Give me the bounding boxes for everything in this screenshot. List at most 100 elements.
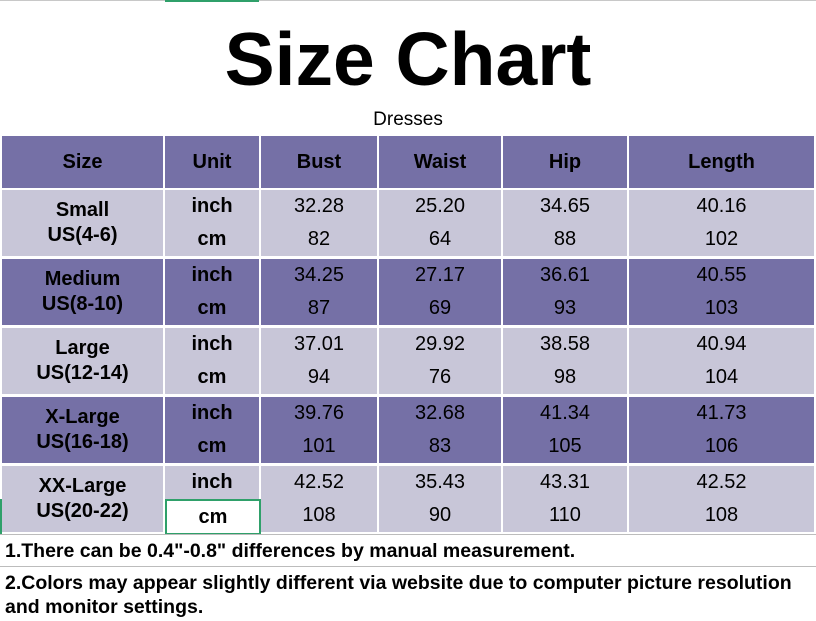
- selection-accent: [165, 0, 259, 2]
- cm-value: 110: [549, 504, 581, 526]
- note-2-continued: and monitor settings.: [5, 596, 204, 618]
- inch-value: 40.55: [696, 264, 747, 286]
- cm-value: 87: [307, 297, 331, 319]
- inch-value: 29.92: [414, 333, 466, 355]
- size-name: XX-Large: [38, 475, 127, 497]
- value-cell-hip: 38.58 98: [503, 328, 627, 394]
- inch-value: 27.17: [414, 264, 466, 286]
- header-length: Length: [629, 136, 814, 188]
- inch-value: 43.31: [539, 471, 591, 493]
- value-cell-hip: 41.34 105: [503, 397, 627, 463]
- inch-value: 40.94: [696, 333, 747, 355]
- value-cell-waist: 29.92 76: [379, 328, 501, 394]
- cm-value: 93: [553, 297, 577, 319]
- size-name: X-Large: [45, 406, 120, 428]
- selected-cell-cm[interactable]: cm: [165, 499, 261, 535]
- size-cell: Small US(4-6): [2, 190, 163, 256]
- note-2: 2.Colors may appear slightly different v…: [5, 572, 792, 594]
- cm-value: 90: [428, 504, 452, 526]
- value-cell-bust: 32.28 82: [261, 190, 377, 256]
- value-cell-bust: 34.25 87: [261, 259, 377, 325]
- value-cell-bust: 39.76 101: [261, 397, 377, 463]
- unit-cell: inch cm: [165, 397, 259, 463]
- cm-value: 105: [548, 435, 582, 457]
- unit-cell: inch cm: [165, 190, 259, 256]
- cm-value: 76: [428, 366, 452, 388]
- value-cell-hip: 34.65 88: [503, 190, 627, 256]
- header-waist: Waist: [379, 136, 501, 188]
- cm-value: 103: [704, 297, 739, 319]
- value-cell-waist: 25.20 64: [379, 190, 501, 256]
- size-us: US(12-14): [36, 362, 129, 384]
- size-us: US(8-10): [41, 293, 124, 315]
- value-cell-waist: 32.68 83: [379, 397, 501, 463]
- cm-value: 104: [704, 366, 739, 388]
- header-hip: Hip: [503, 136, 627, 188]
- note-1: 1.There can be 0.4"-0.8" differences by …: [5, 540, 576, 562]
- size-name: Large: [55, 337, 110, 359]
- cm-value: 94: [307, 366, 331, 388]
- inch-value: 25.20: [414, 195, 466, 217]
- value-cell-waist: 27.17 69: [379, 259, 501, 325]
- inch-value: 41.73: [696, 402, 747, 424]
- unit-cell: inch cm: [165, 466, 261, 535]
- value-cell-waist: 35.43 90: [379, 466, 501, 532]
- value-cell-length: 40.94 104: [629, 328, 814, 394]
- inch-value: 39.76: [293, 402, 345, 424]
- value-cell-length: 41.73 106: [629, 397, 814, 463]
- size-us: US(16-18): [36, 431, 129, 453]
- value-cell-hip: 43.31 110: [503, 466, 627, 532]
- top-border: [0, 0, 816, 1]
- inch-value: 40.16: [696, 195, 747, 217]
- cm-value: 69: [428, 297, 452, 319]
- header-bust: Bust: [261, 136, 377, 188]
- unit-cm: cm: [197, 297, 227, 319]
- cm-value: 88: [553, 228, 577, 250]
- unit-inch: inch: [191, 333, 233, 355]
- size-name: Small: [55, 199, 110, 221]
- size-name: Medium: [44, 268, 121, 290]
- header-size: Size: [2, 136, 163, 188]
- header-unit: Unit: [165, 136, 259, 188]
- page-title: Size Chart: [224, 17, 592, 101]
- inch-value: 34.25: [293, 264, 345, 286]
- value-cell-length: 42.52 108: [629, 466, 814, 532]
- divider: [0, 534, 816, 535]
- unit-cm: cm: [197, 435, 227, 457]
- inch-value: 32.28: [293, 195, 345, 217]
- value-cell-length: 40.16 102: [629, 190, 814, 256]
- cm-value: 64: [428, 228, 452, 250]
- cm-value: 108: [704, 504, 739, 526]
- inch-value: 42.52: [696, 471, 747, 493]
- value-cell-bust: 37.01 94: [261, 328, 377, 394]
- value-cell-bust: 42.52 108: [261, 466, 377, 532]
- unit-cm: cm: [197, 228, 227, 250]
- cm-value: 83: [428, 435, 452, 457]
- page-subtitle: Dresses: [373, 109, 443, 130]
- unit-inch: inch: [191, 471, 233, 493]
- value-cell-length: 40.55 103: [629, 259, 814, 325]
- inch-value: 37.01: [293, 333, 345, 355]
- unit-inch: inch: [191, 402, 233, 424]
- cm-value: 98: [553, 366, 577, 388]
- cm-value: 82: [307, 228, 331, 250]
- inch-value: 32.68: [414, 402, 466, 424]
- size-cell: Large US(12-14): [2, 328, 163, 394]
- size-cell: XX-Large US(20-22): [2, 466, 163, 532]
- inch-value: 42.52: [293, 471, 345, 493]
- cm-value: 108: [302, 504, 336, 526]
- inch-value: 34.65: [539, 195, 591, 217]
- unit-cell: inch cm: [165, 259, 259, 325]
- size-us: US(4-6): [47, 224, 118, 246]
- inch-value: 35.43: [414, 471, 466, 493]
- row-selection-marker: [0, 499, 2, 535]
- unit-cell: inch cm: [165, 328, 259, 394]
- inch-value: 41.34: [539, 402, 591, 424]
- cm-value: 102: [704, 228, 739, 250]
- size-cell: Medium US(8-10): [2, 259, 163, 325]
- size-cell: X-Large US(16-18): [2, 397, 163, 463]
- unit-inch: inch: [191, 195, 233, 217]
- value-cell-hip: 36.61 93: [503, 259, 627, 325]
- size-us: US(20-22): [36, 500, 129, 522]
- divider: [0, 566, 816, 567]
